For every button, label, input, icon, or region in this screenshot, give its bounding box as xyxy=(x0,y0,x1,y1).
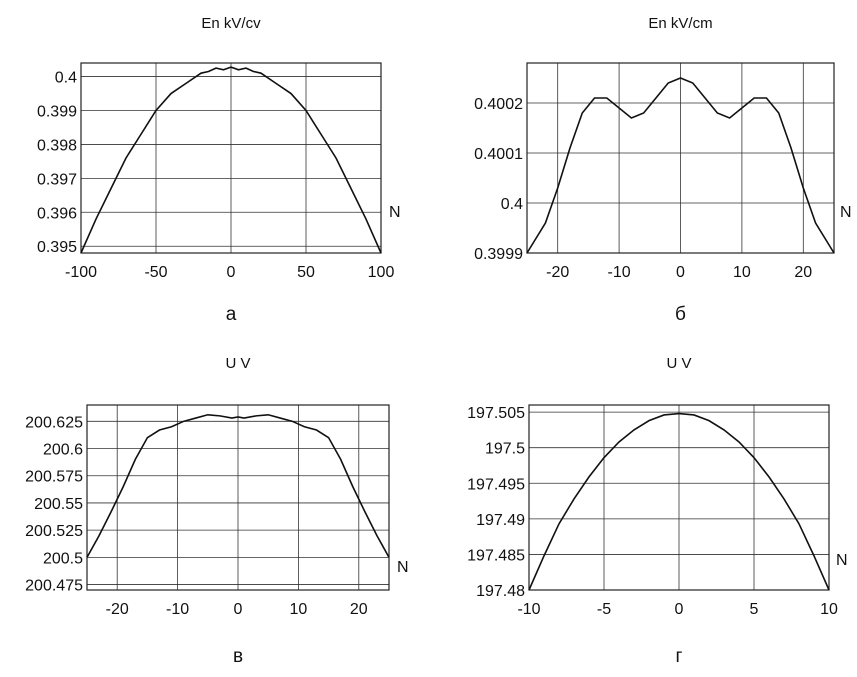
panel-label: в xyxy=(233,646,243,667)
y-tick-label: 200.6 xyxy=(43,442,83,459)
y-tick-label: 197.5 xyxy=(485,441,525,458)
x-tick-label: 100 xyxy=(368,264,395,281)
y-tick-label: 0.4 xyxy=(501,196,523,213)
x-axis-label: N xyxy=(389,204,401,221)
x-tick-label: 20 xyxy=(794,264,812,281)
plot-frame xyxy=(526,62,835,254)
panel-label: г xyxy=(676,646,683,667)
x-tick-label: 50 xyxy=(297,264,315,281)
chart-panel-3: -20 -10 0 10 20 200.475 200.5 200.525 200.55 200.… xyxy=(25,355,408,667)
y-tick-label: 197.495 xyxy=(467,476,525,493)
y-tick-label: 0.4002 xyxy=(474,96,523,113)
y-tick-label: 200.55 xyxy=(34,496,83,513)
panel-label: б xyxy=(675,304,686,325)
series-line-1 xyxy=(528,412,830,591)
x-tick-label: 10 xyxy=(290,601,308,618)
y-tick-label: 0.396 xyxy=(37,205,77,222)
x-tick-label: -10 xyxy=(608,264,631,281)
chart-panel-4: -10 -5 0 5 10 197.48 197.485 197.49 197.495 197.5… xyxy=(467,355,847,667)
y-tick-label: 0.3999 xyxy=(474,246,523,263)
x-tick-label: -20 xyxy=(546,264,569,281)
plot-frame xyxy=(86,404,390,591)
y-tick-label: 200.5 xyxy=(43,550,83,567)
chart-panel-1: -100 -50 0 50 100 0.395 0.396 0.397 0.398 0.399 0.… xyxy=(37,15,401,325)
y-tick-label: 197.49 xyxy=(476,512,525,529)
y-tick-label: 200.525 xyxy=(25,523,83,540)
x-tick-label: 20 xyxy=(350,601,368,618)
plot-frame xyxy=(528,404,830,591)
series-line-1 xyxy=(80,66,382,254)
x-tick-label: 0 xyxy=(676,264,685,281)
y-tick-label: 200.475 xyxy=(25,578,83,595)
y-tick-label: 200.575 xyxy=(25,469,83,486)
x-axis-label: N xyxy=(397,559,409,576)
x-tick-label: -20 xyxy=(106,601,129,618)
x-axis-label: N xyxy=(836,552,848,569)
x-axis-label: N xyxy=(840,204,852,221)
plot-frame xyxy=(80,62,382,254)
x-tick-label: -10 xyxy=(517,601,540,618)
y-tick-label: 197.48 xyxy=(476,583,525,600)
x-tick-label: -50 xyxy=(144,264,167,281)
y-tick-label: 0.398 xyxy=(37,137,77,154)
x-tick-label: 0 xyxy=(227,264,236,281)
chart-title: En kV/cm xyxy=(648,15,712,32)
series-line-1 xyxy=(86,413,390,558)
y-tick-label: 197.505 xyxy=(467,405,525,422)
x-tick-label: -100 xyxy=(65,264,97,281)
panel-label: а xyxy=(226,304,237,325)
y-tick-label: 0.399 xyxy=(37,104,77,121)
x-tick-label: 0 xyxy=(234,601,243,618)
y-tick-label: 197.485 xyxy=(467,547,525,564)
x-tick-label: 10 xyxy=(733,264,751,281)
y-tick-label: 0.395 xyxy=(37,239,77,256)
y-tick-label: 0.4001 xyxy=(474,146,523,163)
x-tick-label: 10 xyxy=(820,601,838,618)
x-tick-label: -5 xyxy=(597,601,611,618)
series-line-1 xyxy=(526,77,835,254)
y-tick-label: 0.4 xyxy=(55,70,77,87)
x-tick-label: 5 xyxy=(750,601,759,618)
y-tick-label: 0.397 xyxy=(37,171,77,188)
y-tick-label: 200.625 xyxy=(25,414,83,431)
chart-title: U V xyxy=(225,355,250,372)
chart-title: U V xyxy=(666,355,691,372)
chart-panel-2: -20 -10 0 10 20 0.3999 0.4 0.4001 0.4002 En kV/cm… xyxy=(474,15,852,325)
chart-title: En kV/cv xyxy=(201,15,261,32)
x-tick-label: 0 xyxy=(675,601,684,618)
x-tick-label: -10 xyxy=(166,601,189,618)
